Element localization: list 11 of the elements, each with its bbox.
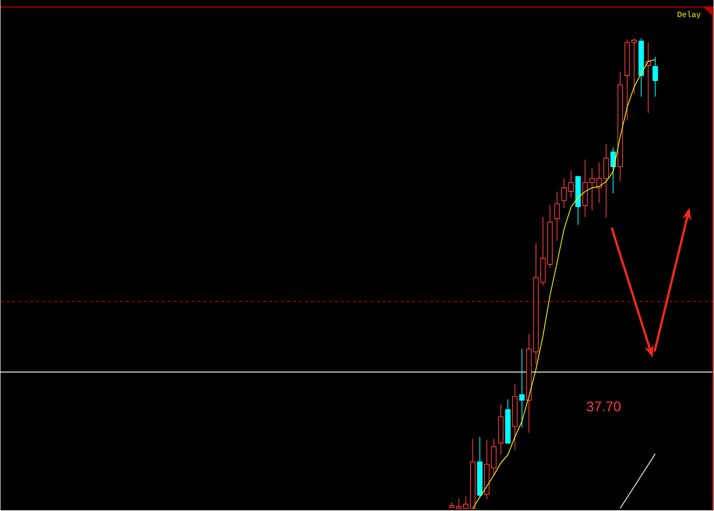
candlestick: [498, 404, 504, 456]
candlestick: [610, 147, 616, 194]
candlestick: [512, 384, 518, 451]
candlestick: [519, 348, 525, 428]
annotation: 37.70: [586, 402, 621, 412]
candlestick: [561, 178, 567, 209]
candlestick: [554, 191, 560, 242]
candlestick: [568, 170, 574, 198]
candlestick: [617, 71, 623, 182]
candlestick: [652, 56, 658, 98]
candlestick: [540, 216, 546, 286]
